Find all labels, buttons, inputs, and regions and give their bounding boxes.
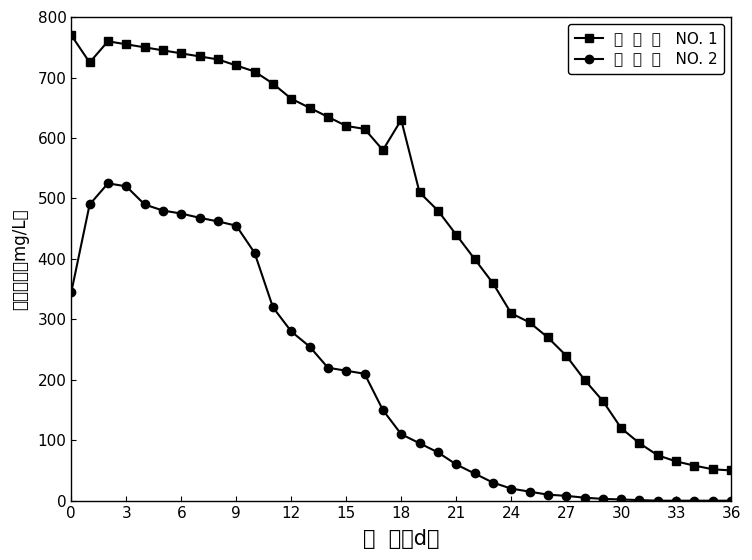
反  应  器   NO. 1 xyxy=(653,452,663,459)
反  应  器   NO. 2 xyxy=(378,407,387,413)
反  应  器   NO. 1 xyxy=(305,104,314,111)
反  应  器   NO. 2 xyxy=(653,497,663,504)
反  应  器   NO. 2 xyxy=(250,250,259,256)
X-axis label: 时  间（d）: 时 间（d） xyxy=(363,529,439,549)
反  应  器   NO. 1 xyxy=(323,114,332,120)
反  应  器   NO. 2 xyxy=(580,494,589,501)
反  应  器   NO. 2 xyxy=(525,488,534,495)
反  应  器   NO. 2 xyxy=(67,289,76,296)
反  应  器   NO. 1 xyxy=(85,59,94,66)
反  应  器   NO. 1 xyxy=(562,352,571,359)
反  应  器   NO. 1 xyxy=(250,68,259,75)
反  应  器   NO. 1 xyxy=(525,319,534,326)
反  应  器   NO. 2 xyxy=(85,201,94,208)
反  应  器   NO. 1 xyxy=(507,310,516,316)
反  应  器   NO. 2 xyxy=(562,492,571,499)
反  应  器   NO. 2 xyxy=(599,496,608,502)
反  应  器   NO. 1 xyxy=(726,467,735,474)
反  应  器   NO. 2 xyxy=(305,343,314,350)
反  应  器   NO. 2 xyxy=(708,497,717,504)
反  应  器   NO. 2 xyxy=(635,497,644,503)
反  应  器   NO. 2 xyxy=(544,491,553,498)
反  应  器   NO. 1 xyxy=(580,376,589,383)
反  应  器   NO. 1 xyxy=(672,458,681,465)
反  应  器   NO. 2 xyxy=(323,365,332,371)
反  应  器   NO. 2 xyxy=(470,470,479,477)
反  应  器   NO. 1 xyxy=(268,80,277,87)
反  应  器   NO. 1 xyxy=(214,56,223,63)
反  应  器   NO. 2 xyxy=(214,218,223,225)
反  应  器   NO. 1 xyxy=(360,125,369,132)
反  应  器   NO. 2 xyxy=(341,367,350,374)
反  应  器   NO. 1 xyxy=(122,41,131,48)
反  应  器   NO. 2 xyxy=(415,440,424,447)
反  应  器   NO. 1 xyxy=(287,95,296,102)
反  应  器   NO. 2 xyxy=(177,210,186,217)
反  应  器   NO. 1 xyxy=(617,425,626,432)
Legend: 反  应  器   NO. 1, 反  应  器   NO. 2: 反 应 器 NO. 1, 反 应 器 NO. 2 xyxy=(568,24,724,73)
反  应  器   NO. 1 xyxy=(544,334,553,341)
反  应  器   NO. 2 xyxy=(488,479,497,486)
反  应  器   NO. 2 xyxy=(397,431,406,437)
反  应  器   NO. 2 xyxy=(672,497,681,504)
反  应  器   NO. 2 xyxy=(360,370,369,377)
反  应  器   NO. 1 xyxy=(488,280,497,287)
反  应  器   NO. 1 xyxy=(140,44,149,51)
反  应  器   NO. 2 xyxy=(159,207,168,214)
反  应  器   NO. 1 xyxy=(470,255,479,262)
反  应  器   NO. 1 xyxy=(708,466,717,473)
反  应  器   NO. 1 xyxy=(635,440,644,447)
Y-axis label: 乙膉含量（mg/L）: 乙膉含量（mg/L） xyxy=(11,208,29,310)
反  应  器   NO. 2 xyxy=(726,497,735,504)
反  应  器   NO. 2 xyxy=(232,222,241,229)
反  应  器   NO. 1 xyxy=(67,32,76,39)
Line: 反  应  器   NO. 1: 反 应 器 NO. 1 xyxy=(67,31,735,475)
反  应  器   NO. 2 xyxy=(268,304,277,311)
反  应  器   NO. 1 xyxy=(397,116,406,123)
反  应  器   NO. 2 xyxy=(140,201,149,208)
反  应  器   NO. 2 xyxy=(104,180,113,186)
反  应  器   NO. 1 xyxy=(232,62,241,69)
反  应  器   NO. 1 xyxy=(159,47,168,54)
反  应  器   NO. 2 xyxy=(122,183,131,190)
反  应  器   NO. 1 xyxy=(690,462,699,469)
反  应  器   NO. 1 xyxy=(195,53,204,60)
反  应  器   NO. 1 xyxy=(177,50,186,57)
反  应  器   NO. 2 xyxy=(195,214,204,221)
反  应  器   NO. 2 xyxy=(287,328,296,335)
反  应  器   NO. 2 xyxy=(452,461,461,468)
反  应  器   NO. 2 xyxy=(507,486,516,492)
反  应  器   NO. 1 xyxy=(433,207,442,214)
反  应  器   NO. 1 xyxy=(378,147,387,153)
反  应  器   NO. 1 xyxy=(452,231,461,238)
反  应  器   NO. 1 xyxy=(104,38,113,45)
反  应  器   NO. 2 xyxy=(617,496,626,503)
反  应  器   NO. 2 xyxy=(433,449,442,456)
反  应  器   NO. 1 xyxy=(599,398,608,404)
反  应  器   NO. 2 xyxy=(690,497,699,504)
Line: 反  应  器   NO. 2: 反 应 器 NO. 2 xyxy=(67,179,735,505)
反  应  器   NO. 1 xyxy=(341,123,350,129)
反  应  器   NO. 1 xyxy=(415,189,424,196)
